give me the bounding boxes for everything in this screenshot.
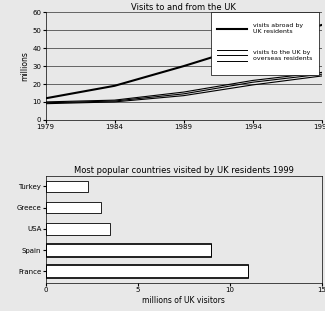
FancyBboxPatch shape bbox=[211, 12, 319, 75]
Bar bbox=[46, 202, 101, 213]
Bar bbox=[46, 243, 211, 257]
Bar bbox=[46, 223, 110, 234]
Text: visits abroad by
UK residents: visits abroad by UK residents bbox=[253, 23, 303, 34]
Title: Most popular countries visited by UK residents 1999: Most popular countries visited by UK res… bbox=[74, 166, 293, 175]
Bar bbox=[46, 264, 248, 278]
Y-axis label: millions: millions bbox=[20, 51, 30, 81]
Bar bbox=[46, 265, 248, 277]
Text: visits to the UK by
overseas residents: visits to the UK by overseas residents bbox=[253, 50, 312, 61]
Title: Visits to and from the UK: Visits to and from the UK bbox=[131, 3, 236, 12]
Bar bbox=[46, 180, 88, 192]
X-axis label: millions of UK visitors: millions of UK visitors bbox=[142, 296, 225, 305]
Bar bbox=[46, 244, 211, 256]
